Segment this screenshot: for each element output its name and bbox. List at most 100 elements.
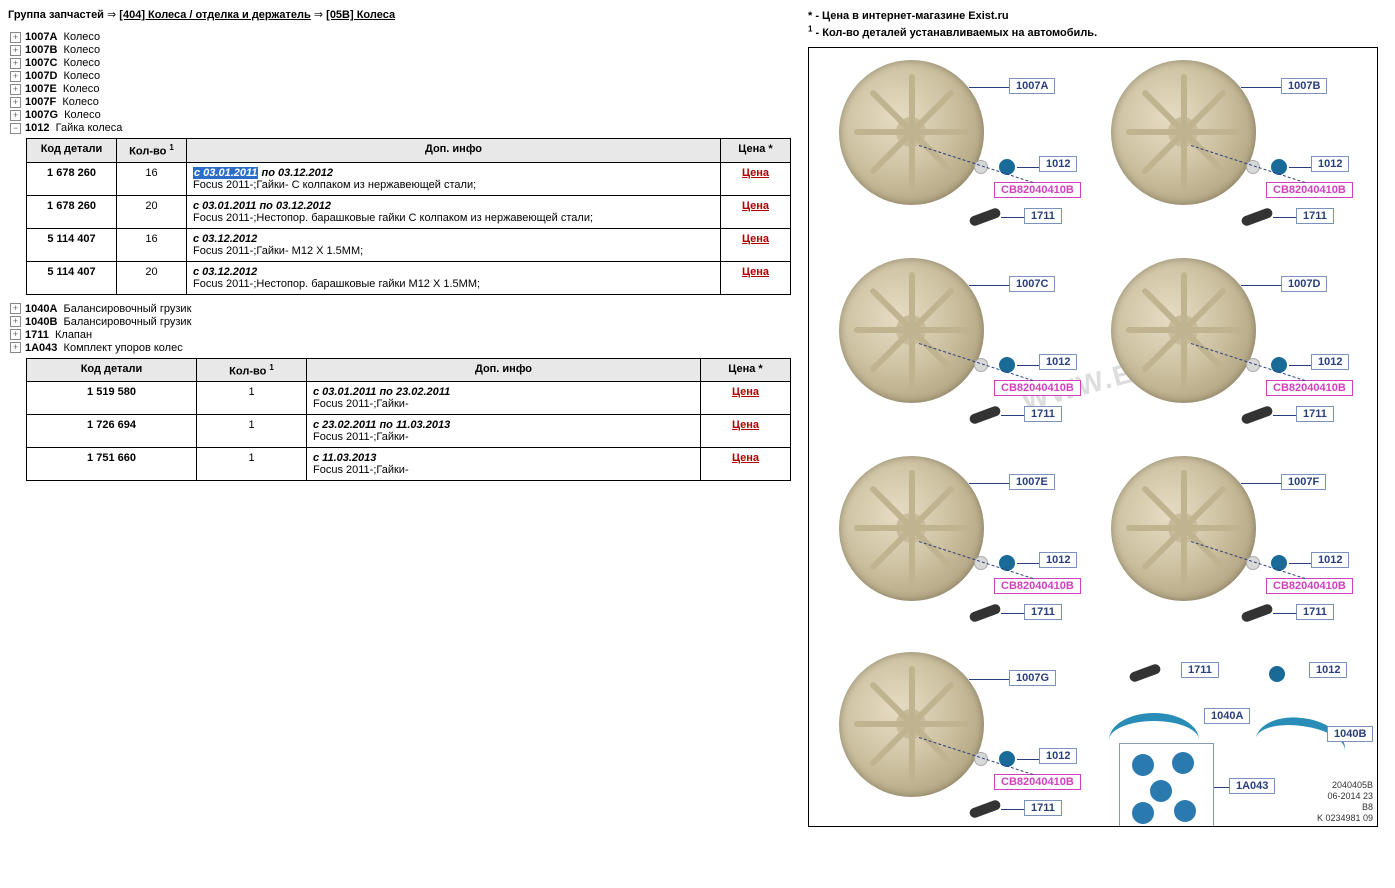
callout-1012[interactable]: 1012 — [1311, 156, 1349, 172]
tree-item[interactable]: +1007C Колесо — [10, 57, 788, 69]
callout-1007A[interactable]: 1007A — [1009, 78, 1055, 94]
callout-1711[interactable]: 1711 — [1024, 406, 1062, 422]
callout-1012[interactable]: 1012 — [1039, 156, 1077, 172]
price-link[interactable]: Цена — [732, 386, 759, 398]
wheel-1007E — [839, 456, 984, 601]
expand-icon[interactable]: + — [10, 329, 21, 340]
callout-1711[interactable]: 1711 — [1024, 800, 1062, 816]
callout-1012[interactable]: 1012 — [1039, 354, 1077, 370]
expand-icon[interactable]: + — [10, 316, 21, 327]
breadcrumb-prefix: Группа запчастей — [8, 9, 104, 21]
callout-1711[interactable]: 1711 — [1296, 604, 1334, 620]
price-link[interactable]: Цена — [742, 266, 769, 278]
callout-1711[interactable]: 1711 — [1296, 406, 1334, 422]
th-price: Цена * — [721, 139, 791, 163]
callout-cb[interactable]: CB82040410B — [994, 578, 1081, 594]
stopset-box — [1119, 743, 1214, 827]
cell-qty: 1 — [197, 382, 307, 415]
breadcrumb-link-1[interactable]: [404] Колеса / отделка и держатель — [119, 9, 311, 21]
callout-1007F[interactable]: 1007F — [1281, 474, 1326, 490]
breadcrumb-link-2[interactable]: [05B] Колеса — [326, 9, 395, 21]
table-row: 5 114 407 16 с 03.12.2012Focus 2011-;Гай… — [27, 228, 791, 261]
tree-item-label: 1007A Колесо — [25, 31, 100, 43]
callout-1711[interactable]: 1711 — [1024, 604, 1062, 620]
price-link[interactable]: Цена — [742, 200, 769, 212]
tree-item[interactable]: +1007A Колесо — [10, 31, 788, 43]
cell-info: с 11.03.2013Focus 2011-;Гайки- — [307, 448, 701, 481]
tree-item-label: 1A043 Комплект упоров колес — [25, 342, 183, 354]
callout-1012[interactable]: 1012 — [1039, 748, 1077, 764]
price-link[interactable]: Цена — [732, 419, 759, 431]
callout-1040B[interactable]: 1040B — [1327, 726, 1373, 742]
callout-cb[interactable]: CB82040410B — [994, 380, 1081, 396]
expand-icon[interactable]: + — [10, 45, 21, 56]
cell-qty: 16 — [117, 162, 187, 195]
wheel-1007D — [1111, 258, 1256, 403]
collapse-icon[interactable]: − — [10, 123, 21, 134]
tree-item-expanded[interactable]: − 1012 Гайка колеса — [10, 122, 788, 134]
cell-info: с 03.12.2012Focus 2011-;Гайки- M12 X 1.5… — [187, 228, 721, 261]
tree-item[interactable]: +1007B Колесо — [10, 44, 788, 56]
cell-qty: 16 — [117, 228, 187, 261]
callout-1007C[interactable]: 1007C — [1009, 276, 1055, 292]
callout-1012[interactable]: 1012 — [1311, 354, 1349, 370]
callout-1A043[interactable]: 1A043 — [1229, 778, 1275, 794]
price-link[interactable]: Цена — [732, 452, 759, 464]
th-qty: Кол-во 1 — [197, 358, 307, 382]
tree-item-label: 1007F Колесо — [25, 96, 99, 108]
callout-1007D[interactable]: 1007D — [1281, 276, 1327, 292]
callout-1711[interactable]: 1711 — [1024, 208, 1062, 224]
tree-item[interactable]: +1007E Колесо — [10, 83, 788, 95]
price-link[interactable]: Цена — [742, 167, 769, 179]
wheel-1007F — [1111, 456, 1256, 601]
callout-cb[interactable]: CB82040410B — [994, 774, 1081, 790]
tree-item[interactable]: +1040B Балансировочный грузик — [10, 316, 788, 328]
expand-icon[interactable]: + — [10, 342, 21, 353]
callout-cb[interactable]: CB82040410B — [994, 182, 1081, 198]
cell-qty: 1 — [197, 415, 307, 448]
cell-price: Цена — [701, 415, 791, 448]
callout-1007E[interactable]: 1007E — [1009, 474, 1055, 490]
callout-1007G[interactable]: 1007G — [1009, 670, 1056, 686]
callout-1012[interactable]: 1012 — [1309, 662, 1347, 678]
price-link[interactable]: Цена — [742, 233, 769, 245]
breadcrumb: Группа запчастей ⇒ [404] Колеса / отделк… — [8, 8, 788, 21]
right-panel: * - Цена в интернет-магазине Exist.ru 1 … — [808, 8, 1387, 827]
parts-table-1: Код детали Кол-во 1 Доп. инфо Цена * 1 6… — [26, 138, 791, 295]
wheel-1007C — [839, 258, 984, 403]
callout-cb[interactable]: CB82040410B — [1266, 182, 1353, 198]
tree-item[interactable]: +1007F Колесо — [10, 96, 788, 108]
cell-code: 1 678 260 — [27, 162, 117, 195]
cell-code: 5 114 407 — [27, 261, 117, 294]
cell-qty: 20 — [117, 195, 187, 228]
tree-item[interactable]: +1007D Колесо — [10, 70, 788, 82]
cell-price: Цена — [721, 195, 791, 228]
tree-item[interactable]: +1711 Клапан — [10, 329, 788, 341]
cell-code: 1 751 660 — [27, 448, 197, 481]
cell-price: Цена — [721, 162, 791, 195]
expand-icon[interactable]: + — [10, 32, 21, 43]
diagram-notes: * - Цена в интернет-магазине Exist.ru 1 … — [808, 10, 1387, 39]
expand-icon[interactable]: + — [10, 84, 21, 95]
callout-1711[interactable]: 1711 — [1181, 662, 1219, 678]
left-panel: Группа запчастей ⇒ [404] Колеса / отделк… — [8, 8, 788, 827]
expand-icon[interactable]: + — [10, 58, 21, 69]
callout-cb[interactable]: CB82040410B — [1266, 578, 1353, 594]
expand-icon[interactable]: + — [10, 97, 21, 108]
callout-1040A[interactable]: 1040A — [1204, 708, 1250, 724]
tree-item-label: 1040B Балансировочный грузик — [25, 316, 191, 328]
callout-cb[interactable]: CB82040410B — [1266, 380, 1353, 396]
tree-item-expanded[interactable]: + 1A043 Комплект упоров колес — [10, 342, 788, 354]
expand-icon[interactable]: + — [10, 110, 21, 121]
tree-item[interactable]: +1007G Колесо — [10, 109, 788, 121]
callout-1007B[interactable]: 1007B — [1281, 78, 1327, 94]
callout-1012[interactable]: 1012 — [1039, 552, 1077, 568]
tree-item[interactable]: +1040A Балансировочный грузик — [10, 303, 788, 315]
table-row: 5 114 407 20 с 03.12.2012Focus 2011-;Нес… — [27, 261, 791, 294]
callout-1711[interactable]: 1711 — [1296, 208, 1334, 224]
parts-table-2: Код детали Кол-во 1 Доп. инфо Цена * 1 5… — [26, 358, 791, 482]
callout-1012[interactable]: 1012 — [1311, 552, 1349, 568]
expand-icon[interactable]: + — [10, 71, 21, 82]
expand-icon[interactable]: + — [10, 303, 21, 314]
cell-info: с 03.01.2011 по 03.12.2012Focus 2011-;Не… — [187, 195, 721, 228]
